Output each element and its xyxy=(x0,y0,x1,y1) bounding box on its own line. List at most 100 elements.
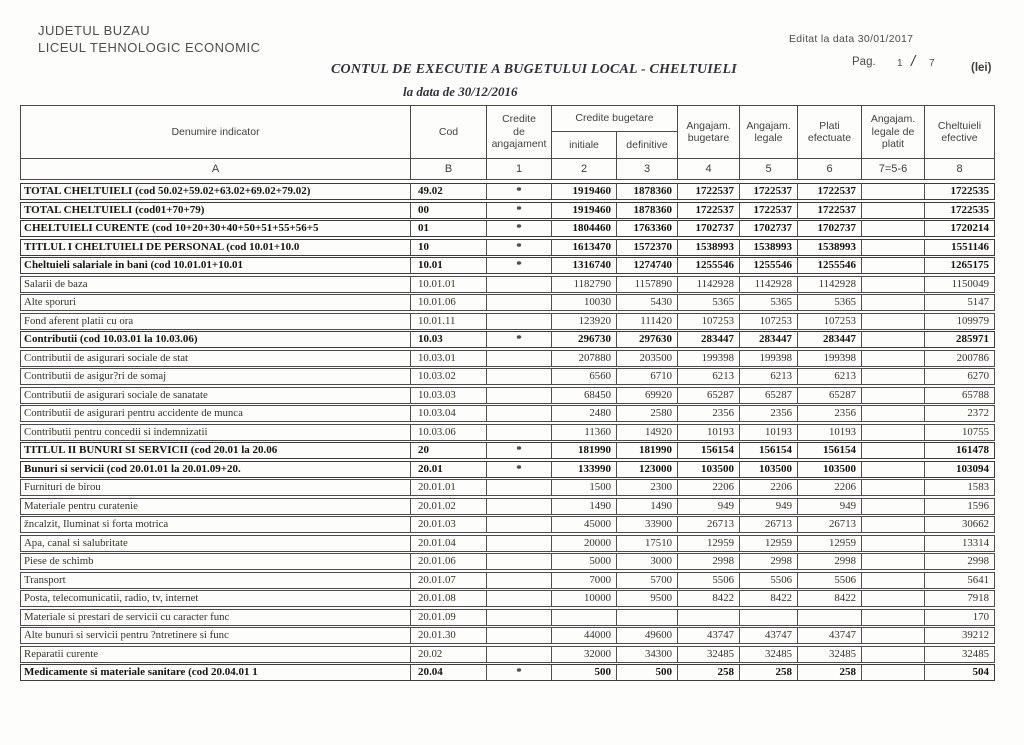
cell-efective: 7918 xyxy=(967,592,989,604)
cell-de-platit xyxy=(862,258,925,273)
cell-de-platit xyxy=(862,295,925,310)
cell-initiale: 207880 xyxy=(552,350,617,366)
cell-ang-bugetare: 1722537 xyxy=(678,202,740,218)
cell-plati: 2998 xyxy=(798,554,862,569)
cell-denumire: Transport xyxy=(21,572,411,588)
cell-credite-angajament xyxy=(487,591,552,606)
cell-initiale: 10030 xyxy=(552,295,617,310)
cell-credite-angajament xyxy=(487,295,552,310)
cell-plati: 8422 xyxy=(798,591,862,606)
table-header: Denumire indicator Cod Credite de angaja… xyxy=(20,105,995,180)
cell-denumire: TITLUL I CHELTUIELI DE PERSONAL (cod 10.… xyxy=(21,239,411,255)
cell-plati: 949 xyxy=(798,498,862,514)
header-initiale: initiale xyxy=(552,132,617,159)
cell-cod: 20.01.08 xyxy=(411,591,487,606)
cell-initiale: 1804460 xyxy=(552,221,617,236)
cell-credite-angajament: * xyxy=(487,184,552,199)
cell-initiale: 1613470 xyxy=(552,239,617,255)
cell-de-platit xyxy=(862,387,925,403)
header-angajam-legale-de-platit: Angajam. legale de platit xyxy=(862,106,925,159)
cell-credite-angajament xyxy=(487,517,552,532)
table-row: Apa, canal si salubritate 20.01.04 20000 17… xyxy=(20,534,995,552)
table-row: Furnituri de birou 20.01.01 1500 2300 2206 22… xyxy=(20,479,995,496)
cell-plati: 2356 xyxy=(798,406,862,421)
cell-efective: 285971 xyxy=(956,333,989,345)
institution-name: LICEUL TEHNOLOGIC ECONOMIC xyxy=(38,40,261,55)
cell-ang-legale: 2206 xyxy=(740,480,798,495)
page-separator: / xyxy=(911,53,916,70)
table-row: TOTAL CHELTUIELI (cod01+70+79) 00 * 1919460… xyxy=(20,201,995,219)
cell-initiale: 1919460 xyxy=(552,184,617,199)
cell-efective: 2372 xyxy=(967,407,989,419)
cell-efective: 32485 xyxy=(962,647,989,660)
cell-denumire: Bunuri si servicii (cod 20.01.01 la 20.0… xyxy=(21,461,411,477)
cell-denumire: Fond aferent platii cu ora xyxy=(21,313,411,329)
cell-ang-bugetare: 1722537 xyxy=(678,184,740,199)
column-letter-6: 6 xyxy=(798,159,862,179)
county-name: JUDETUL BUZAU xyxy=(38,23,151,38)
header-cheltuieli-efective: Cheltuieli efective xyxy=(925,106,994,159)
cell-plati: 10193 xyxy=(798,424,862,440)
cell-definitive: 1763360 xyxy=(617,221,678,236)
cell-efective: 170 xyxy=(972,610,989,623)
cell-cod: 10.03.04 xyxy=(411,406,487,421)
cell-efective: 39212 xyxy=(962,629,989,641)
table-row: Reparatii curente 20.02 32000 34300 32485 324… xyxy=(20,645,995,663)
cell-definitive: 2580 xyxy=(617,406,678,421)
cell-definitive: 111420 xyxy=(617,313,678,329)
cell-de-platit xyxy=(862,369,925,384)
cell-ang-legale: 156154 xyxy=(740,443,798,458)
cell-denumire: TOTAL CHELTUIELI (cod 50.02+59.02+63.02+… xyxy=(21,184,411,199)
cell-denumire: Reparatii curente xyxy=(21,646,411,662)
cell-plati: 156154 xyxy=(798,443,862,458)
cell-credite-angajament: * xyxy=(487,461,552,477)
cell-cod: 10.01.06 xyxy=(411,295,487,310)
cell-plati: 1702737 xyxy=(798,221,862,236)
cell-de-platit xyxy=(862,276,925,292)
cell-definitive: 1572370 xyxy=(617,239,678,255)
cell-credite-angajament: * xyxy=(487,202,552,218)
cell-denumire: Contributii de asigurari sociale de sana… xyxy=(21,387,411,403)
cell-definitive: 1274740 xyxy=(617,258,678,273)
cell-ang-bugetare: 32485 xyxy=(678,646,740,662)
cell-plati: 2206 xyxy=(798,480,862,495)
cell-denumire: Apa, canal si salubritate xyxy=(21,535,411,551)
cell-ang-bugetare: 5506 xyxy=(678,572,740,588)
cell-de-platit xyxy=(862,424,925,440)
cell-cod: 01 xyxy=(411,221,487,236)
cell-denumire: Contributii de asigurari sociale de stat xyxy=(21,350,411,366)
table-row: TOTAL CHELTUIELI (cod 50.02+59.02+63.02+… xyxy=(20,183,995,200)
cell-ang-bugetare: 10193 xyxy=(678,424,740,440)
table-row: Contributii de asigurari pentru accident… xyxy=(20,405,995,422)
cell-plati: 107253 xyxy=(798,313,862,329)
column-letter-4: 4 xyxy=(678,159,740,179)
cell-plati: 43747 xyxy=(798,628,862,643)
cell-initiale: 296730 xyxy=(552,332,617,347)
table-row: Materiale pentru curatenie 20.01.02 1490 14… xyxy=(20,497,995,515)
document-title: CONTUL DE EXECUTIE A BUGETULUI LOCAL - C… xyxy=(331,62,737,77)
cell-cod: 00 xyxy=(411,202,487,218)
cell-ang-bugetare: 283447 xyxy=(678,332,740,347)
cell-ang-bugetare: 107253 xyxy=(678,313,740,329)
cell-de-platit xyxy=(862,239,925,255)
table-row: Posta, telecomunicatii, radio, tv, inter… xyxy=(20,590,995,607)
cell-ang-bugetare: 1538993 xyxy=(678,239,740,255)
cell-efective: 1551146 xyxy=(951,240,989,253)
table-row: Contributii de asigurari sociale de stat… xyxy=(20,349,995,367)
cell-credite-angajament: * xyxy=(487,221,552,236)
cell-initiale: 45000 xyxy=(552,517,617,532)
cell-ang-bugetare: 43747 xyxy=(678,628,740,643)
cell-credite-angajament: * xyxy=(487,332,552,347)
cell-de-platit xyxy=(862,332,925,347)
header-credite-bugetare: Credite bugetare xyxy=(552,106,678,132)
cell-cod: 20.01.02 xyxy=(411,498,487,514)
cell-ang-legale: 1142928 xyxy=(740,276,798,292)
column-letter-B: B xyxy=(411,159,487,179)
table-row: Alte bunuri si servicii pentru ?ntretine… xyxy=(20,627,995,644)
cell-plati: 283447 xyxy=(798,332,862,347)
cell-initiale: 20000 xyxy=(552,535,617,551)
cell-efective: 200786 xyxy=(956,351,989,364)
cell-ang-bugetare: 2998 xyxy=(678,554,740,569)
cell-efective: 2998 xyxy=(967,555,989,567)
cell-ang-legale: 199398 xyxy=(740,350,798,366)
